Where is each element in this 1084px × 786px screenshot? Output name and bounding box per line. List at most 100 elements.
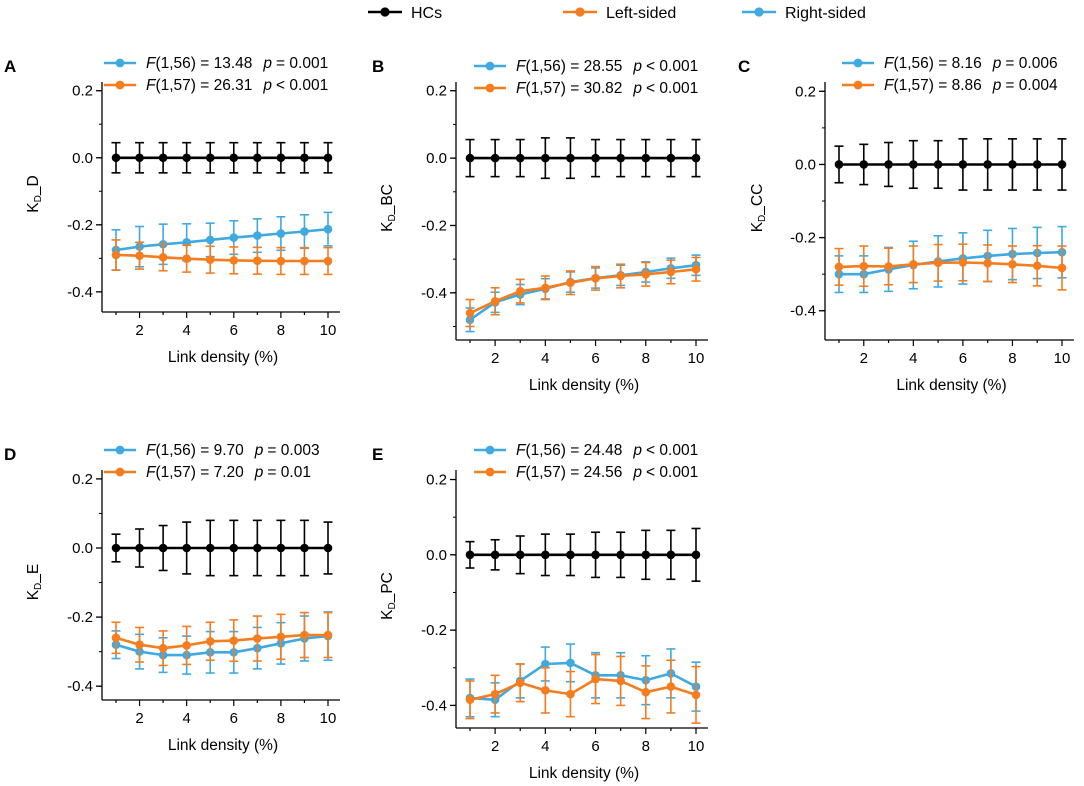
stat-row: F(1,57) = 30.82 p < 0.001 [474, 80, 698, 97]
x-tick-label: 8 [277, 322, 285, 339]
data-point [465, 308, 475, 318]
series-hcs [111, 141, 333, 174]
series-line [115, 253, 328, 263]
x-tick-label: 4 [541, 350, 549, 367]
y-axis-label: KD_E [25, 564, 44, 601]
data-point [691, 550, 701, 560]
data-point [182, 237, 191, 247]
data-point [666, 550, 676, 560]
x-tick-label: 10 [688, 738, 705, 755]
series-left-sided [111, 611, 333, 667]
data-point [641, 687, 651, 697]
x-tick-label: 8 [642, 738, 650, 755]
stat-text: F(1,57) = 7.20 p = 0.01 [146, 464, 311, 481]
series-right-sided [465, 643, 701, 718]
data-point [515, 678, 525, 688]
x-tick-label: 2 [860, 350, 868, 367]
x-axis-label: Link density (%) [168, 349, 278, 366]
series-line [115, 227, 329, 252]
stat-row: F(1,56) = 24.48 p < 0.001 [474, 442, 698, 459]
data-point [566, 689, 575, 699]
data-point [566, 550, 575, 560]
data-point [205, 255, 215, 264]
series-hcs [834, 138, 1067, 191]
stat-dof: (1,56) = 9.70 [155, 442, 244, 459]
panel-letter: C [738, 57, 750, 76]
data-point [135, 543, 144, 553]
stat-dof: (1,57) = 30.82 [525, 80, 622, 97]
stat-text: F(1,56) = 24.48 p < 0.001 [516, 442, 698, 459]
data-point [465, 550, 475, 560]
data-point [490, 550, 500, 560]
stat-marker [115, 445, 125, 455]
stat-p: p [992, 55, 1002, 72]
data-point [323, 153, 333, 163]
stat-p: p [992, 77, 1002, 94]
series-line [839, 250, 1063, 276]
stat-p: p [254, 442, 264, 459]
stat-row: F(1,57) = 7.20 p = 0.01 [104, 464, 311, 481]
stat-marker [485, 83, 495, 93]
data-point [591, 274, 600, 283]
data-point [641, 550, 651, 560]
stat-marker [115, 80, 125, 90]
data-point [566, 153, 575, 163]
y-axis-label: KD_BC [379, 184, 398, 232]
y-tick-label: -0.4 [67, 678, 93, 695]
stat-text: F(1,57) = 24.56 p < 0.001 [516, 464, 698, 481]
data-point [541, 686, 550, 695]
data-point [834, 262, 844, 272]
stat-p: p [262, 77, 272, 94]
data-point [323, 256, 333, 266]
legend-marker [575, 7, 585, 17]
stat-dof: (1,56) = 28.55 [525, 58, 622, 75]
stat-p: p [262, 55, 272, 72]
y-tick-label: 0.2 [426, 83, 447, 100]
data-point [229, 256, 239, 265]
data-point [515, 286, 525, 296]
stat-row: F(1,56) = 8.16 p = 0.006 [842, 55, 1058, 72]
y-tick-label: 0.2 [795, 83, 816, 100]
data-point [182, 153, 191, 163]
stat-text: F(1,57) = 26.31 p < 0.001 [146, 77, 328, 94]
stat-f: F [146, 442, 157, 459]
x-tick-label: 6 [230, 710, 238, 727]
data-point [229, 636, 239, 645]
legend-item: HCs [368, 5, 442, 22]
x-tick-label: 6 [230, 322, 238, 339]
data-point [666, 153, 676, 163]
data-point [300, 153, 309, 163]
stat-pval: = 0.01 [267, 464, 311, 481]
data-point [158, 543, 168, 553]
series-line [115, 633, 328, 650]
stat-f: F [146, 77, 157, 94]
x-tick-label: 6 [591, 738, 599, 755]
x-axis-label: Link density (%) [896, 377, 1006, 394]
stat-marker [115, 58, 125, 68]
data-point [135, 153, 144, 163]
stat-f: F [884, 55, 895, 72]
y-label-sub: D [33, 583, 44, 590]
data-point [253, 231, 262, 240]
x-tick-label: 6 [591, 350, 599, 367]
data-point [111, 543, 121, 553]
stat-pval: = 0.003 [267, 442, 319, 459]
x-tick-label: 10 [1054, 350, 1071, 367]
data-point [276, 256, 286, 266]
x-tick-label: 2 [135, 710, 143, 727]
stat-p: p [254, 464, 264, 481]
stat-marker [853, 80, 863, 90]
y-label-k: K [749, 221, 766, 232]
data-point [541, 659, 550, 669]
data-point [158, 253, 168, 262]
data-point [958, 258, 968, 267]
y-label-suffix: _BC [379, 184, 396, 215]
stat-row: F(1,56) = 13.48 p = 0.001 [104, 55, 328, 72]
data-point [229, 233, 239, 242]
stat-dof: (1,56) = 13.48 [155, 55, 252, 72]
data-point [909, 160, 918, 169]
stat-dof: (1,57) = 26.31 [155, 77, 252, 94]
x-tick-label: 4 [182, 322, 190, 339]
stat-dof: (1,57) = 7.20 [155, 464, 244, 481]
data-point [515, 153, 525, 163]
